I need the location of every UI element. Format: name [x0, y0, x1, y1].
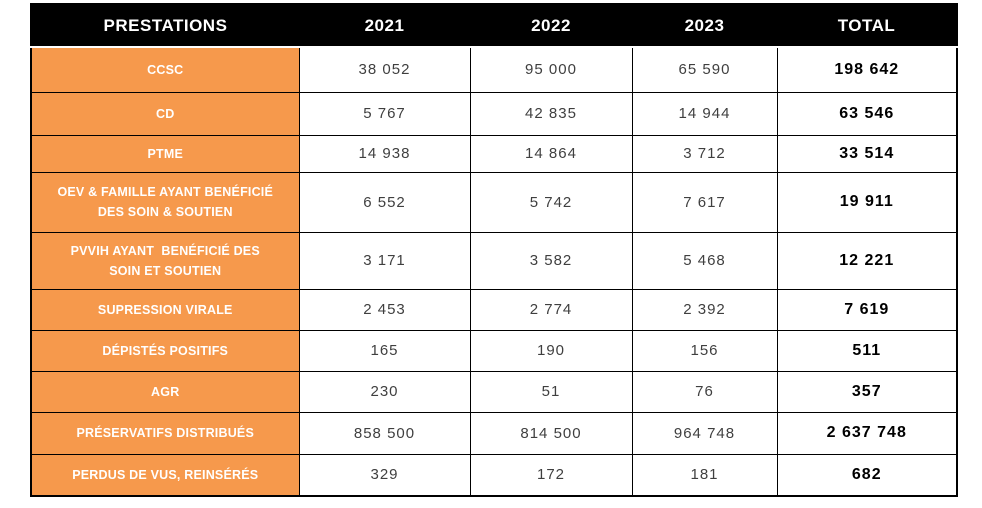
value-cell-2022: 5 742 — [469, 171, 633, 233]
total-cell: 7 619 — [776, 288, 958, 331]
value-cell-2022: 42 835 — [469, 91, 633, 136]
value-cell-2023: 5 468 — [631, 231, 778, 290]
value-cell-2021: 38 052 — [298, 46, 471, 93]
total-cell: 63 546 — [776, 91, 958, 136]
value-cell-2023: 156 — [631, 329, 778, 372]
value-cell-2022: 2 774 — [469, 288, 633, 331]
prestations-table-wrap: PRESTATIONS 2021 2022 2023 TOTAL CCSC 38 052 9… — [30, 3, 958, 497]
row-label-cell: OEV & FAMILLE AYANT BENÉFICIÉ DES SOIN &… — [30, 171, 300, 233]
value-cell-2021: 2 453 — [298, 288, 471, 331]
table-row: PTME 14 938 14 864 3 712 33 514 — [30, 134, 958, 173]
table-row: OEV & FAMILLE AYANT BENÉFICIÉ DES SOIN &… — [30, 171, 958, 233]
header-row: PRESTATIONS 2021 2022 2023 TOTAL — [31, 4, 957, 48]
table-row: CCSC 38 052 95 000 65 590 198 642 — [30, 46, 958, 93]
value-cell-2022: 14 864 — [469, 134, 633, 173]
column-header-2023: 2023 — [632, 4, 777, 48]
value-cell-2021: 230 — [298, 370, 471, 413]
row-label-cell: CD — [30, 91, 300, 136]
value-cell-2021: 858 500 — [298, 411, 471, 455]
value-cell-2022: 95 000 — [469, 46, 633, 93]
row-label-cell: PRÉSERVATIFS DISTRIBUÉS — [30, 411, 300, 455]
table-row: SUPRESSION VIRALE 2 453 2 774 2 392 7 619 — [30, 288, 958, 331]
value-cell-2021: 6 552 — [298, 171, 471, 233]
prestations-table: PRESTATIONS 2021 2022 2023 TOTAL CCSC 38 052 9… — [30, 3, 958, 497]
total-cell: 33 514 — [776, 134, 958, 173]
total-cell: 12 221 — [776, 231, 958, 290]
value-cell-2023: 7 617 — [631, 171, 778, 233]
row-label-cell: PTME — [30, 134, 300, 173]
row-label-cell: DÉPISTÉS POSITIFS — [30, 329, 300, 372]
column-header-prestations: PRESTATIONS — [31, 4, 299, 48]
value-cell-2023: 76 — [631, 370, 778, 413]
total-cell: 682 — [776, 453, 958, 497]
value-cell-2021: 165 — [298, 329, 471, 372]
row-label-cell: PERDUS DE VUS, REINSÉRÉS — [30, 453, 300, 497]
value-cell-2023: 2 392 — [631, 288, 778, 331]
total-cell: 19 911 — [776, 171, 958, 233]
value-cell-2023: 14 944 — [631, 91, 778, 136]
value-cell-2022: 51 — [469, 370, 633, 413]
column-header-total: TOTAL — [777, 4, 957, 48]
table-row: PERDUS DE VUS, REINSÉRÉS 329 172 181 682 — [30, 453, 958, 497]
total-cell: 2 637 748 — [776, 411, 958, 455]
table-row: AGR 230 51 76 357 — [30, 370, 958, 413]
table-row: CD 5 767 42 835 14 944 63 546 — [30, 91, 958, 136]
value-cell-2021: 3 171 — [298, 231, 471, 290]
value-cell-2022: 814 500 — [469, 411, 633, 455]
value-cell-2023: 3 712 — [631, 134, 778, 173]
column-header-2021: 2021 — [299, 4, 470, 48]
table-row: PVVIH AYANT BENÉFICIÉ DES SOIN ET SOUTIE… — [30, 231, 958, 290]
total-cell: 357 — [776, 370, 958, 413]
table-body: CCSC 38 052 95 000 65 590 198 642 CD 5 767 42 8… — [30, 46, 958, 497]
value-cell-2021: 5 767 — [298, 91, 471, 136]
value-cell-2021: 329 — [298, 453, 471, 497]
total-cell: 198 642 — [776, 46, 958, 93]
value-cell-2022: 172 — [469, 453, 633, 497]
total-cell: 511 — [776, 329, 958, 372]
row-label-cell: PVVIH AYANT BENÉFICIÉ DES SOIN ET SOUTIE… — [30, 231, 300, 290]
row-label-cell: AGR — [30, 370, 300, 413]
row-label-cell: CCSC — [30, 46, 300, 93]
column-header-2022: 2022 — [470, 4, 632, 48]
value-cell-2023: 964 748 — [631, 411, 778, 455]
value-cell-2023: 181 — [631, 453, 778, 497]
table-row: PRÉSERVATIFS DISTRIBUÉS 858 500 814 500 964… — [30, 411, 958, 455]
row-label-cell: SUPRESSION VIRALE — [30, 288, 300, 331]
table-row: DÉPISTÉS POSITIFS 165 190 156 511 — [30, 329, 958, 372]
value-cell-2022: 3 582 — [469, 231, 633, 290]
value-cell-2023: 65 590 — [631, 46, 778, 93]
value-cell-2022: 190 — [469, 329, 633, 372]
value-cell-2021: 14 938 — [298, 134, 471, 173]
